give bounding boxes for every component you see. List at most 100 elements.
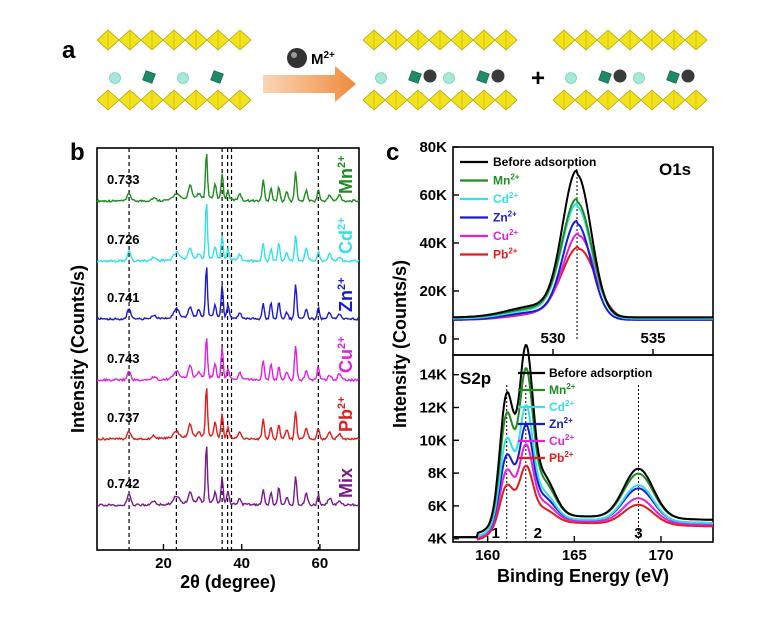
s2p-legend-label: Before adsorption xyxy=(549,366,652,380)
xrd-series-name: Cd xyxy=(336,230,356,254)
o1s-legend-sup: 2+ xyxy=(509,228,518,237)
o1s-legend-label: Pb2+ xyxy=(493,247,518,262)
metal-ion-label: M2+ xyxy=(311,50,335,68)
xrd-d-spacing-label: 0.743 xyxy=(107,351,140,366)
s2p-legend-label: Mn2+ xyxy=(549,382,576,397)
s2p-legend-sup: 2+ xyxy=(565,433,574,442)
xrd-series-label: Cu2+ xyxy=(336,336,356,373)
xrd-y-axis-title: Intensity (Counts/s) xyxy=(68,265,88,433)
o1s-legend-name: Cu xyxy=(493,229,509,243)
s2p-legend-label: Cu2+ xyxy=(549,433,574,448)
xrd-d-spacing-label: 0.742 xyxy=(107,476,140,491)
s2p-peak-label: 2 xyxy=(534,525,542,542)
o1s-legend-name: Before adsorption xyxy=(493,155,596,169)
panel-c-label: c xyxy=(386,139,399,166)
xrd-x-ticks: 20 40 60 xyxy=(155,544,328,572)
xrd-series-name: Cu xyxy=(336,349,356,373)
o1s-series-line xyxy=(453,202,713,320)
xrd-series-label: Mix xyxy=(336,468,356,498)
interlayer-tetrahedron xyxy=(142,70,156,84)
s2p-legend-name: Pb xyxy=(549,451,564,465)
s2p-x-tick-label: 170 xyxy=(648,547,673,564)
o1s-x-tick-label: 530 xyxy=(540,330,565,347)
interlayer-cation-sphere xyxy=(109,72,121,84)
o1s-series-line xyxy=(453,219,713,321)
panel-b-label: b xyxy=(70,139,85,166)
interlayer-tetrahedron xyxy=(476,70,490,84)
metal-ion-sphere-icon xyxy=(287,48,307,68)
s2p-y-tick-label: 14K xyxy=(419,367,447,384)
xrd-series-sup: 2+ xyxy=(336,396,348,409)
panel-b-xrd-chart: b 0.733 Mn2+0.726 Cd2+0.741 Zn2+0.743 Cu2+0.… xyxy=(68,139,360,592)
xrd-series-line xyxy=(96,338,360,383)
metal-ion-highlight xyxy=(291,52,297,58)
s2p-legend-name: Mn xyxy=(549,383,566,397)
xrd-series-line xyxy=(96,446,360,507)
xrd-x-tick-label: 60 xyxy=(312,555,329,572)
xrd-series-name: Zn xyxy=(336,290,356,312)
xrd-x-tick-label: 20 xyxy=(155,555,172,572)
s2p-y-tick-label: 8K xyxy=(428,465,447,482)
s2p-chart: 4K 6K 8K 10K 12K 14K 160 165 170 1 2 3 Before adsorp… xyxy=(419,343,714,564)
s2p-legend-sup: 2+ xyxy=(564,416,573,425)
o1s-title: O1s xyxy=(659,160,691,179)
o1s-legend-label: Cd2+ xyxy=(493,191,518,206)
interlayer-cation-sphere xyxy=(565,72,577,84)
panel-a-label: a xyxy=(62,37,76,64)
o1s-legend-sup: 2+ xyxy=(509,191,518,200)
xps-x-axis-title: Binding Energy (eV) xyxy=(497,566,669,586)
s2p-legend-name: Cu xyxy=(549,434,565,448)
adsorbed-metal-sphere xyxy=(613,69,627,83)
o1s-legend-name: Zn xyxy=(493,211,508,225)
s2p-legend-label: Pb2+ xyxy=(549,450,574,465)
xrd-series-line xyxy=(96,153,360,204)
adsorbed-metal-sphere xyxy=(681,69,695,83)
s2p-series-line xyxy=(453,443,714,539)
xrd-series-sup: 2+ xyxy=(336,155,348,168)
o1s-y-tick-label: 0 xyxy=(439,331,447,348)
s2p-series-line xyxy=(453,404,713,539)
s2p-y-tick-label: 6K xyxy=(428,498,447,515)
xrd-series-name: Pb xyxy=(336,409,356,432)
xrd-d-spacing-label: 0.737 xyxy=(107,410,140,425)
xrd-series-name: Mix xyxy=(336,468,356,498)
interlayer-cation-sphere xyxy=(375,72,387,84)
interlayer-cation-sphere xyxy=(633,72,645,84)
s2p-plot-frame xyxy=(452,354,714,543)
xrd-series-line xyxy=(96,267,360,322)
o1s-legend-label: Zn2+ xyxy=(493,210,517,225)
s2p-x-tick-label: 165 xyxy=(562,547,587,564)
o1s-legend-name: Pb xyxy=(493,248,508,262)
xrd-d-spacing-label: 0.733 xyxy=(107,172,140,187)
interlayer-tetrahedron xyxy=(210,70,224,84)
xrd-curves: 0.733 Mn2+0.726 Cd2+0.741 Zn2+0.743 Cu2+0.73… xyxy=(96,153,360,507)
xrd-series-sup: 2+ xyxy=(336,277,348,290)
o1s-legend-sup: 2+ xyxy=(510,173,519,182)
xrd-series-name: Mn xyxy=(336,168,356,194)
s2p-legend-sup: 2+ xyxy=(564,450,573,459)
adsorbed-metal-sphere xyxy=(423,69,437,83)
s2p-y-tick-label: 12K xyxy=(419,399,447,416)
o1s-legend-label: Before adsorption xyxy=(493,155,596,169)
o1s-y-tick-label: 40K xyxy=(419,235,447,252)
xrd-d-spacing-label: 0.726 xyxy=(107,232,140,247)
xps-y-axis-title: Intensity (Counts/s) xyxy=(390,260,410,428)
xrd-series-sup: 2+ xyxy=(336,336,348,349)
o1s-legend-label: Cu2+ xyxy=(493,228,518,243)
plus-sign: + xyxy=(531,65,545,92)
interlayer-tetrahedron xyxy=(598,70,612,84)
o1s-series-line xyxy=(452,168,713,319)
adsorbed-metal-sphere xyxy=(491,69,505,83)
layered-structure-after-1 xyxy=(362,29,518,111)
s2p-series-line xyxy=(453,343,714,539)
xrd-d-spacing-label: 0.741 xyxy=(107,290,140,305)
layered-structure-before xyxy=(96,29,252,111)
xrd-reference-lines xyxy=(128,148,319,550)
s2p-x-tick-label: 160 xyxy=(475,547,500,564)
s2p-legend-name: Zn xyxy=(549,417,564,431)
s2p-peak-label: 3 xyxy=(634,525,642,542)
interlayer-tetrahedron xyxy=(408,70,422,84)
s2p-legend-name: Before adsorption xyxy=(549,366,652,380)
xrd-x-tick-label: 40 xyxy=(233,555,250,572)
